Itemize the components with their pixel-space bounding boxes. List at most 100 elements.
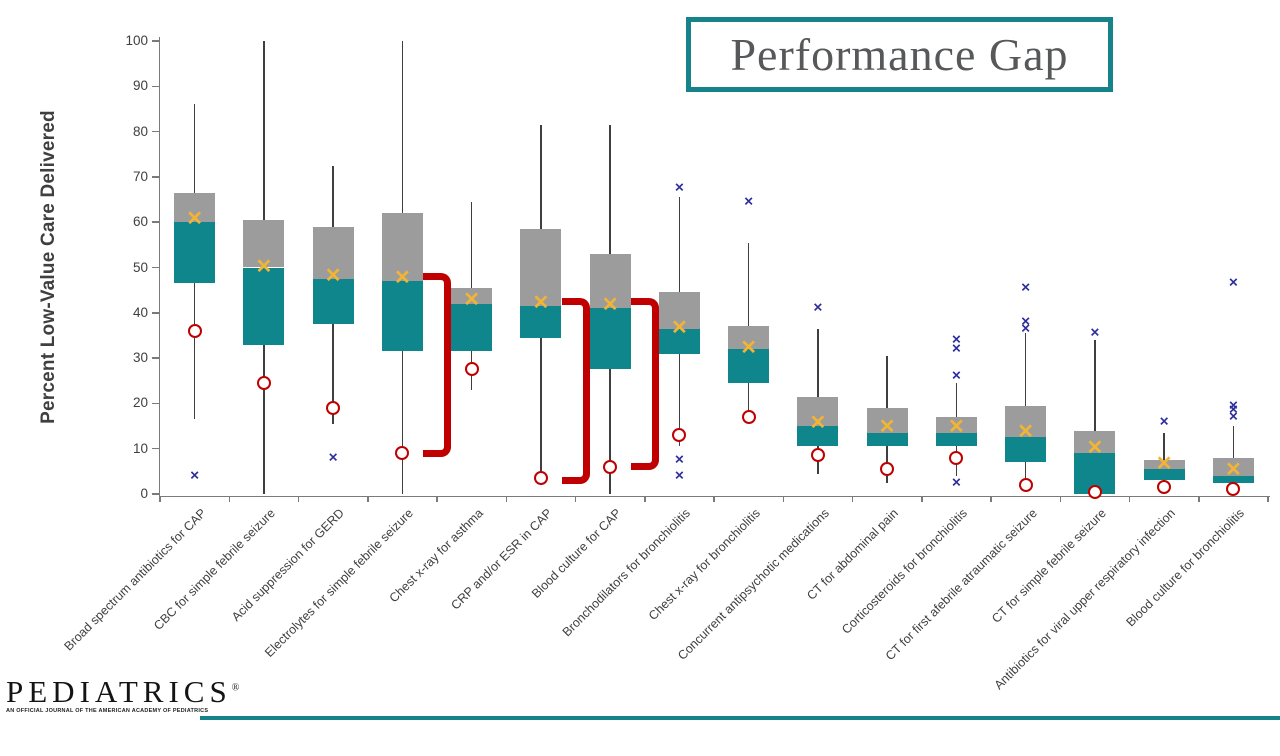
x-axis-tick (782, 497, 784, 502)
outlier-x-marker: ✕ (674, 180, 685, 195)
mean-x-marker: ✕ (947, 416, 965, 439)
benchmark-circle (533, 471, 548, 486)
x-axis-tick (574, 497, 577, 502)
box-iqr-upper (1005, 405, 1047, 438)
mean-x-marker: ✕ (670, 316, 688, 339)
box-iqr-upper (243, 219, 285, 268)
benchmark-circle (880, 462, 895, 477)
benchmark-circle (603, 459, 618, 474)
benchmark-circle (395, 446, 410, 461)
pediatrics-logo-tagline: AN OFFICIAL JOURNAL OF THE AMERICAN ACAD… (6, 708, 209, 714)
box-iqr-upper (174, 192, 216, 223)
box-iqr-upper (728, 326, 770, 350)
box-whisker (1024, 333, 1027, 479)
box-iqr-lower (174, 222, 216, 284)
mean-x-marker: ✕ (532, 291, 550, 314)
x-axis-tick (367, 497, 369, 502)
box-iqr-lower (1212, 475, 1254, 483)
mean-x-marker: ✕ (1086, 436, 1104, 459)
box-iqr-lower (381, 281, 423, 352)
x-axis-tick (505, 497, 507, 502)
box-iqr-upper (1212, 457, 1254, 476)
pediatrics-logo: PEDIATRICS® AN OFFICIAL JOURNAL OF THE A… (6, 676, 239, 714)
benchmark-circle (810, 448, 825, 463)
box-iqr-upper (589, 253, 631, 309)
x-axis-tick (436, 497, 438, 502)
box-iqr-upper (520, 228, 562, 306)
x-axis-tick (228, 497, 230, 502)
benchmark-circle (672, 428, 687, 443)
outlier-x-marker: ✕ (1228, 275, 1239, 290)
box-iqr-lower (1143, 469, 1185, 481)
y-tick-label: 30 (132, 350, 148, 366)
chart-title-box: Performance Gap (686, 17, 1113, 92)
y-tick-label: 80 (132, 123, 148, 139)
y-tick-label: 70 (132, 168, 148, 184)
boxplot-chart: 0 10 20 30 40 50 60 70 80 90 100 ✕ ✕ Broad spectrum a… (61, 33, 1270, 692)
y-tick-label: 20 (132, 395, 148, 411)
y-tick-label: 90 (132, 78, 148, 94)
y-axis-tick (152, 40, 159, 42)
mean-x-marker: ✕ (463, 289, 481, 312)
box-whisker (1094, 339, 1096, 494)
box-whisker (1163, 432, 1165, 485)
x-axis-tick (297, 497, 300, 502)
mean-x-marker: ✕ (393, 267, 411, 290)
y-axis-tick (152, 85, 159, 88)
x-axis-tick (713, 497, 715, 502)
mean-x-marker: ✕ (186, 208, 204, 231)
y-tick-label: 50 (132, 259, 148, 275)
y-axis-tick (152, 357, 159, 359)
outlier-x-marker: ✕ (1020, 280, 1031, 295)
x-axis-tick (1128, 497, 1131, 502)
y-tick-label: 10 (132, 440, 148, 456)
mean-x-marker: ✕ (255, 255, 273, 278)
outlier-x-marker: ✕ (674, 452, 685, 467)
benchmark-circle (326, 400, 341, 415)
box-iqr-upper (797, 396, 839, 427)
benchmark-circle (1087, 484, 1102, 499)
outlier-x-marker: ✕ (951, 332, 962, 347)
box-iqr-upper (312, 226, 354, 279)
outlier-x-marker: ✕ (1089, 325, 1100, 340)
mean-x-marker: ✕ (1224, 459, 1242, 482)
y-axis-tick (152, 266, 159, 269)
mean-x-marker: ✕ (1017, 421, 1035, 444)
box-iqr-lower (243, 267, 285, 345)
box-iqr-lower (866, 432, 908, 447)
mean-x-marker: ✕ (324, 264, 342, 287)
benchmark-circle (741, 409, 756, 424)
y-axis-tick (152, 493, 159, 495)
outlier-x-marker: ✕ (1020, 321, 1031, 336)
outlier-x-marker: ✕ (1159, 414, 1170, 429)
x-axis-tick (1267, 497, 1269, 502)
box-iqr-upper (451, 287, 493, 304)
gap-bracket (631, 297, 660, 471)
benchmark-circle (1226, 482, 1241, 497)
y-axis-tick (152, 221, 159, 223)
outlier-x-marker: ✕ (1020, 314, 1031, 329)
outlier-x-marker: ✕ (1228, 402, 1239, 417)
y-axis-tick (152, 402, 159, 405)
box-iqr-lower (935, 432, 977, 447)
x-axis-tick (1059, 497, 1061, 502)
mean-x-marker: ✕ (809, 411, 827, 434)
mean-x-marker: ✕ (601, 294, 619, 317)
x-axis-line (158, 495, 1270, 497)
outlier-x-marker: ✕ (1228, 398, 1239, 413)
x-category-label: Broad spectrum antibiotics for CAP (61, 506, 209, 654)
x-axis-tick (921, 497, 923, 502)
y-tick-label: 60 (132, 214, 148, 230)
y-axis-tick (152, 447, 159, 450)
outlier-x-marker: ✕ (951, 368, 962, 383)
box-iqr-lower (728, 349, 770, 383)
y-axis-tick (152, 130, 159, 133)
benchmark-circle (1157, 480, 1172, 495)
y-tick-label: 100 (125, 33, 148, 48)
benchmark-circle (1018, 477, 1033, 492)
box-iqr-upper (935, 416, 977, 433)
box-iqr-lower (451, 303, 493, 352)
outlier-x-marker: ✕ (1228, 409, 1239, 424)
benchmark-circle (464, 362, 479, 377)
box-iqr-upper (381, 213, 423, 282)
